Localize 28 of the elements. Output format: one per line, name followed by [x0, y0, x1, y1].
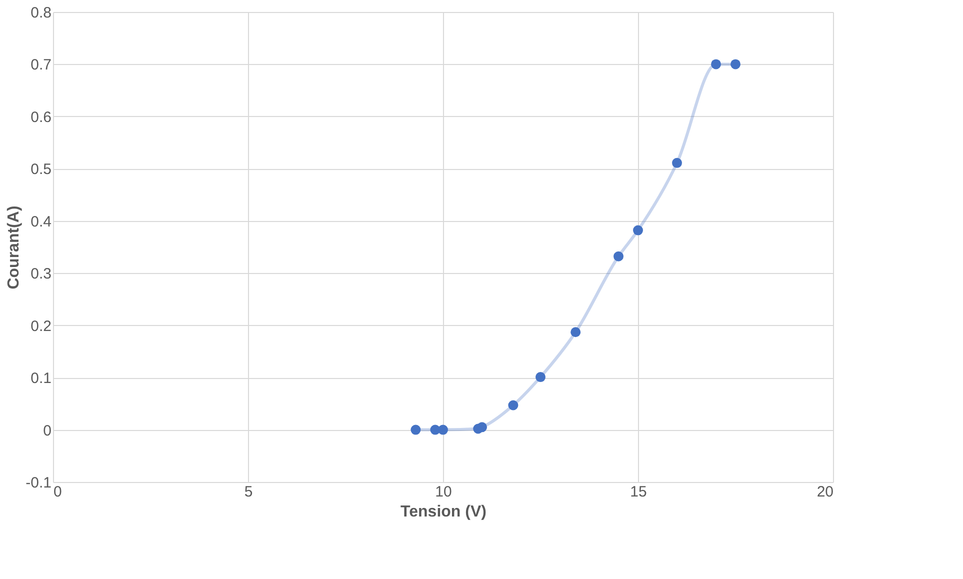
- point: [730, 59, 740, 70]
- y-tick-label: 0.3: [30, 266, 52, 283]
- point: [570, 327, 581, 338]
- x-tick-label: 10: [435, 484, 452, 500]
- point: [508, 400, 518, 410]
- x-axis-title: Tension (V): [400, 504, 486, 520]
- point: [672, 158, 682, 168]
- y-tick-label: 0.5: [30, 161, 52, 178]
- y-axis-title: Courant(A): [6, 206, 23, 290]
- y-tick-label: 0.4: [30, 213, 52, 230]
- point: [614, 251, 624, 262]
- point: [536, 372, 546, 382]
- y-tick-label: 0.8: [30, 4, 52, 22]
- y-tick-label: 0: [43, 422, 52, 440]
- y-tick-label: 0.6: [30, 108, 52, 126]
- x-tick-label: 5: [244, 484, 253, 500]
- point: [438, 424, 448, 435]
- y-tick-label: 0.7: [30, 56, 52, 74]
- y-tick-label: 0.2: [30, 318, 52, 335]
- point: [410, 424, 421, 435]
- y-tick-label: 0.1: [30, 370, 52, 388]
- x-tick-label: 0: [54, 484, 62, 500]
- point: [633, 225, 643, 236]
- point: [477, 422, 487, 432]
- x-tick-label: 15: [630, 484, 647, 500]
- point: [711, 59, 721, 70]
- x-tick-label: 20: [816, 484, 834, 500]
- y-tick-label: -0.1: [26, 474, 52, 492]
